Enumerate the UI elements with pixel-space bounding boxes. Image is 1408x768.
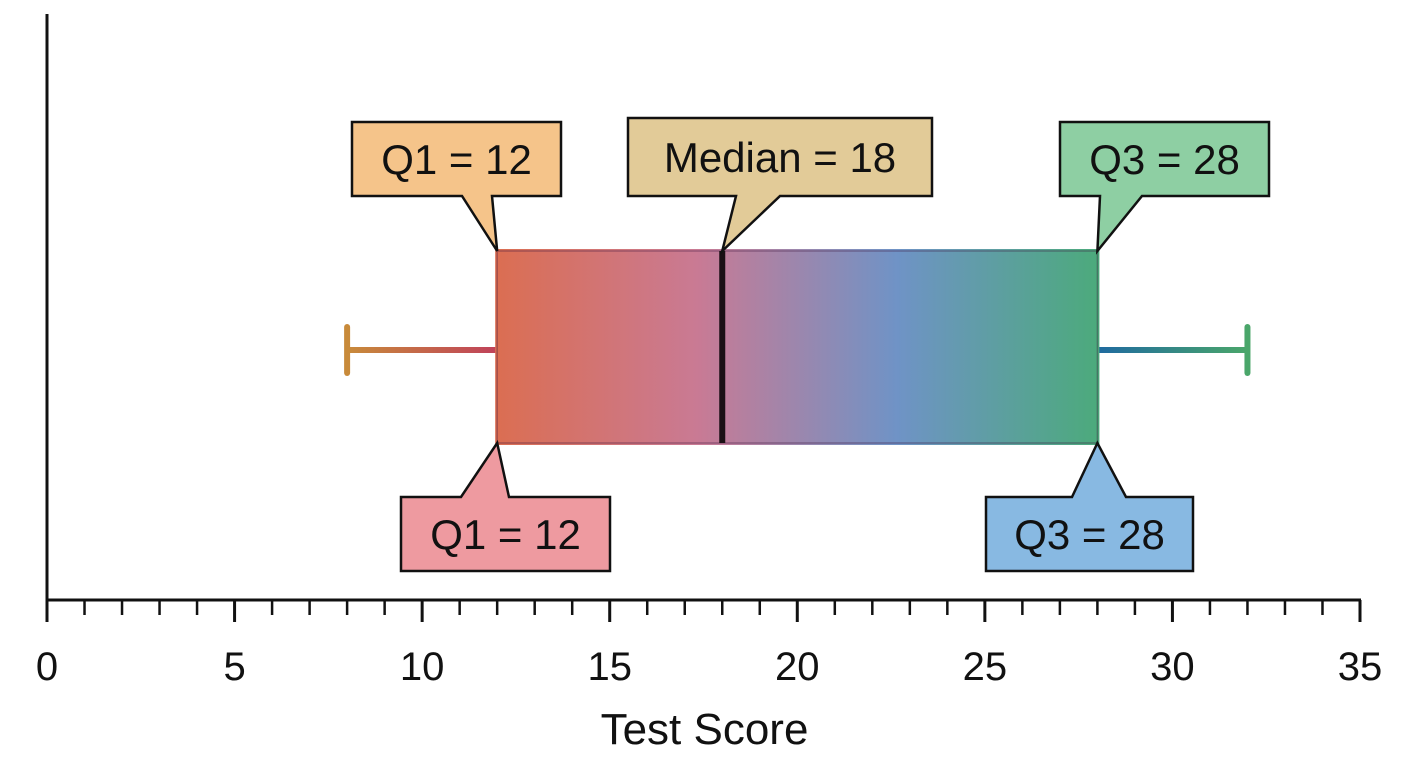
callout-box [399,439,612,573]
callout-box [1058,120,1271,255]
annotations: Q1 = 12 Median = 18 Q3 = 28 Q1 = 12 Q3 = 28 [350,116,1271,573]
callout-label: Q1 = 12 [381,136,532,183]
x-tick-label: 30 [1150,645,1195,689]
iqr-box-outline [496,250,1099,444]
x-tick-label: 5 [223,645,245,689]
callout-label: Q1 = 12 [430,511,581,558]
x-tick-label: 20 [775,645,820,689]
iqr-box [495,249,1100,445]
plot-area [344,249,1251,445]
x-tick-label: 10 [400,645,445,689]
callout-q3-bottom: Q3 = 28 [984,440,1195,573]
callout-q1-bottom: Q1 = 12 [399,439,612,573]
callout-median-top: Median = 18 [626,116,934,255]
x-tick-label: 15 [587,645,632,689]
callout-box [984,440,1195,573]
callout-label: Q3 = 28 [1014,511,1165,558]
axes: 0 5 10 15 20 25 30 35 [36,14,1382,689]
x-axis-title: Test Score [601,705,809,754]
x-tick-label: 35 [1338,645,1383,689]
callout-box [350,120,563,252]
callout-label: Q3 = 28 [1089,136,1240,183]
callout-box [626,116,934,255]
callout-label: Median = 18 [664,134,896,181]
x-tick-label: 0 [36,645,58,689]
x-tick-label: 25 [963,645,1008,689]
callout-q1-top: Q1 = 12 [350,120,563,252]
callout-q3-top: Q3 = 28 [1058,120,1271,255]
